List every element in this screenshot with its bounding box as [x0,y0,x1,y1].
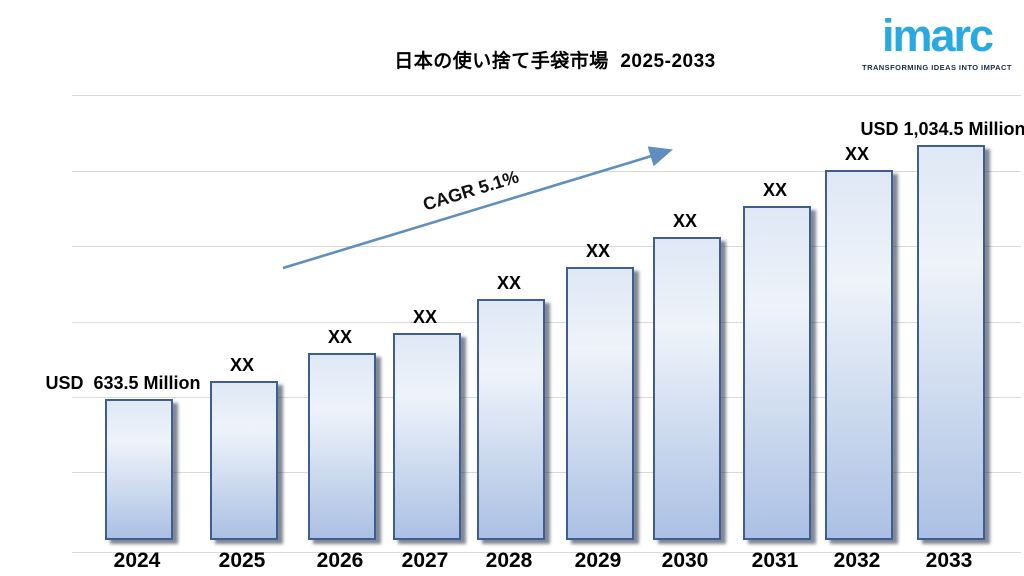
gridline [72,397,1021,398]
bar-value-label-2026: XX [327,327,353,347]
year-label-2026: 2026 [316,549,364,572]
bar-2025 [210,381,278,540]
bar-value-label-2027: XX [412,307,438,327]
bar-value-label-2032: XX [844,144,870,164]
bar-value-label-2033: USD 1,034.5 Million [860,119,1024,139]
year-label-2033: 2033 [925,549,973,572]
bar-value-label-2029: XX [585,241,611,261]
gridline [72,322,1021,323]
gridline [72,95,1021,96]
bar-value-label-2030: XX [672,211,698,231]
bar-value-label-2028: XX [496,273,522,293]
logo-brand-text: imarc [881,10,994,61]
year-label-2025: 2025 [218,549,266,572]
bar-value-label-2024: USD 633.5 Million [45,373,201,393]
bar-2024 [105,399,173,540]
bar-2029 [566,267,634,540]
year-label-2032: 2032 [833,549,881,572]
bar-2028 [477,299,545,540]
gridline [72,472,1021,473]
year-label-2031: 2031 [751,549,799,572]
year-label-2024: 2024 [113,549,161,572]
gridline [72,246,1021,247]
bar-value-label-2031: XX [762,180,788,200]
logo-tagline: TRANSFORMING IDEAS INTO IMPACT [862,63,1012,72]
bar-2027 [393,333,461,540]
bar-2026 [308,353,376,540]
bar-2033 [917,145,985,540]
bar-2030 [653,237,721,540]
imarc-logo: imarc TRANSFORMING IDEAS INTO IMPACT [862,10,1012,72]
bar-value-label-2025: XX [229,355,255,375]
x-axis-line [72,552,1021,553]
bar-2032 [825,170,893,540]
year-label-2028: 2028 [485,549,533,572]
year-label-2027: 2027 [401,549,449,572]
year-label-2029: 2029 [574,549,622,572]
gridline [72,171,1021,172]
bar-2031 [743,206,811,540]
chart-title: 日本の使い捨て手袋市場 2025-2033 [394,51,716,72]
year-label-2030: 2030 [661,549,709,572]
